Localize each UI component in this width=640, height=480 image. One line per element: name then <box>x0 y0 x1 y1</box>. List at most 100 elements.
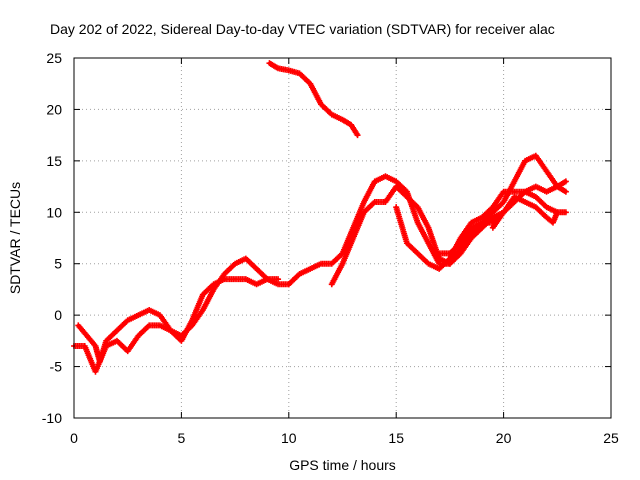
data-point <box>491 205 495 209</box>
data-point <box>351 226 355 230</box>
data-layer <box>71 60 569 375</box>
data-point <box>437 267 441 271</box>
data-point <box>480 226 484 230</box>
data-point <box>373 179 377 183</box>
data-point <box>276 282 280 286</box>
data-point <box>555 210 559 214</box>
data-point <box>341 251 344 255</box>
data-point <box>233 277 237 281</box>
series-markers <box>71 276 282 375</box>
data-point <box>437 257 441 261</box>
data-point <box>426 262 430 266</box>
data-point <box>512 195 516 199</box>
data-point <box>330 113 334 117</box>
data-point <box>523 200 527 204</box>
data-point <box>426 241 430 245</box>
data-point <box>362 210 366 214</box>
data-point <box>459 246 463 250</box>
data-point <box>190 318 194 322</box>
data-point <box>115 329 119 333</box>
x-tick-label: 25 <box>603 430 619 446</box>
data-point <box>383 174 387 178</box>
x-tick-label: 20 <box>496 430 512 446</box>
y-tick-label: -10 <box>42 410 62 426</box>
data-point <box>394 185 398 189</box>
plot-frame <box>73 57 612 419</box>
axis-ticks: 0 5 10 15 20 25 -10 -5 0 5 10 15 20 25 <box>42 50 619 446</box>
series-markers <box>266 60 361 139</box>
data-point <box>448 262 452 266</box>
data-point <box>502 210 506 214</box>
data-point <box>534 195 538 199</box>
data-point <box>147 308 151 312</box>
data-point <box>555 185 559 189</box>
series-track-8 <box>489 193 561 231</box>
data-point <box>351 236 355 240</box>
data-point <box>459 241 463 245</box>
data-point <box>491 215 495 219</box>
y-tick-label: -5 <box>50 359 63 375</box>
data-point <box>545 215 549 219</box>
data-point <box>222 277 226 281</box>
data-point <box>169 329 173 333</box>
data-point <box>136 334 140 338</box>
y-tick-label: 15 <box>46 153 62 169</box>
data-point <box>298 71 302 75</box>
x-tick-label: 5 <box>178 430 186 446</box>
y-tick-label: 20 <box>46 101 62 117</box>
data-point <box>126 349 130 353</box>
data-point <box>469 221 473 225</box>
data-point <box>383 200 387 204</box>
data-point <box>356 133 360 137</box>
y-tick-label: 25 <box>46 50 62 66</box>
data-point <box>564 190 568 194</box>
data-point <box>201 308 205 312</box>
data-point <box>512 179 516 183</box>
data-point <box>405 195 409 199</box>
data-point <box>201 293 205 297</box>
data-point <box>545 190 549 194</box>
data-point <box>349 123 353 127</box>
data-point <box>287 282 291 286</box>
data-point <box>179 339 183 343</box>
data-point <box>341 118 344 122</box>
y-tick-label: 10 <box>46 204 62 220</box>
data-point <box>244 257 248 261</box>
series-markers <box>328 152 569 288</box>
x-axis-title: GPS time / hours <box>289 457 396 473</box>
data-point <box>534 205 538 209</box>
data-point <box>534 185 538 189</box>
data-point <box>362 200 366 204</box>
data-point <box>212 287 216 291</box>
data-point <box>255 267 259 271</box>
data-point <box>502 190 506 194</box>
data-point <box>276 277 280 281</box>
data-point <box>394 179 398 183</box>
data-point <box>93 344 97 348</box>
data-point <box>83 344 87 348</box>
y-axis-title: SDTVAR / TECUs <box>7 182 23 294</box>
data-point <box>136 313 140 317</box>
data-point <box>373 200 377 204</box>
data-point <box>394 205 398 209</box>
data-point <box>319 102 323 106</box>
data-point <box>244 277 248 281</box>
data-point <box>93 370 97 374</box>
data-point <box>491 210 495 214</box>
data-point <box>448 251 452 255</box>
data-point <box>255 282 259 286</box>
x-tick-label: 10 <box>281 430 297 446</box>
data-point <box>480 215 484 219</box>
data-point <box>405 190 409 194</box>
data-point <box>512 190 516 194</box>
series-track-1 <box>266 60 361 139</box>
data-point <box>212 282 216 286</box>
data-point <box>276 66 280 70</box>
y-tick-label: 0 <box>54 307 62 323</box>
data-point <box>222 272 226 276</box>
data-point <box>534 154 538 158</box>
data-point <box>416 221 420 225</box>
data-point <box>564 179 568 183</box>
data-point <box>330 282 334 286</box>
